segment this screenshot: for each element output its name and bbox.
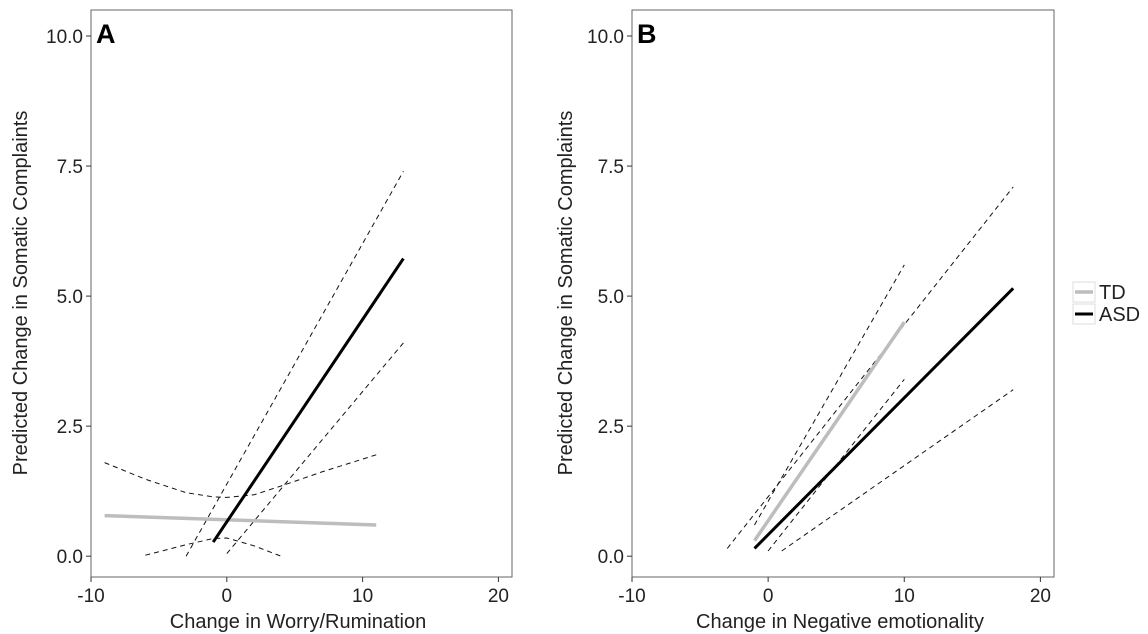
panel-b-y-tick-label: 10.0: [587, 27, 624, 48]
panel-b-y-tick-label: 2.5: [598, 417, 624, 438]
panel-b-y-tick-label: 0.0: [598, 547, 624, 568]
panel-b-confidence-band: [781, 389, 1014, 552]
panel-a-y-tick-label: 2.5: [57, 417, 83, 438]
panel-b-confidence-band: [726, 186, 1014, 549]
legend-label-asd: ASD: [1099, 304, 1140, 326]
panel-b-letter: B: [637, 19, 657, 49]
panel-b-x-tick-label: 0: [763, 586, 774, 607]
legend: TD ASD: [1072, 281, 1140, 326]
panel-a-y-tick-label: 7.5: [57, 157, 83, 178]
panel-a-plot-border: [90, 9, 513, 578]
panel-a-y-axis-title: Predicted Change in Somatic Complaints: [10, 111, 32, 476]
panel-b-y-tick-label: 7.5: [598, 157, 624, 178]
panel-b-series-td-line: [753, 321, 906, 542]
panel-a-x-tick-label: 10: [352, 586, 373, 607]
panel-b: B -10 0 10 20 0.0 2.5 5.0 7.5 10.0 Change in Neg…: [555, 9, 1055, 633]
panel-a-y-tick-label: 0.0: [57, 547, 83, 568]
panel-a-confidence-band: [185, 171, 404, 557]
legend-label-td: TD: [1099, 282, 1126, 304]
panel-a-x-tick-label: 0: [222, 586, 233, 607]
panel-a: A -10 0 10 20 0.0 2.5 5.0 7.5 10.0 Change in Wor…: [10, 9, 513, 633]
panel-b-x-axis-title: Change in Negative emotionality: [696, 611, 984, 633]
panel-a-x-tick-label: -10: [77, 586, 104, 607]
panel-a-confidence-band: [226, 342, 404, 554]
panel-b-y-tick-label: 5.0: [598, 287, 624, 308]
panel-b-x-tick-label: 20: [1030, 586, 1051, 607]
panel-a-x-tick-label: 20: [488, 586, 509, 607]
panel-b-x-tick-label: -10: [618, 586, 645, 607]
panel-a-series-asd-line: [211, 257, 405, 543]
panel-b-x-tick-label: 10: [894, 586, 915, 607]
panel-a-confidence-band: [145, 537, 282, 557]
panel-a-x-axis-title: Change in Worry/Rumination: [170, 611, 426, 633]
panel-a-confidence-band: [104, 454, 377, 498]
panel-b-y-axis-title: Predicted Change in Somatic Complaints: [555, 111, 577, 476]
panel-b-series-asd-line: [753, 287, 1015, 550]
panel-a-letter: A: [96, 19, 116, 49]
panel-b-plot-border: [631, 9, 1055, 578]
panel-a-y-tick-label: 10.0: [46, 27, 83, 48]
panel-a-series-td-line: [104, 513, 377, 527]
panel-b-confidence-band: [754, 264, 905, 526]
panel-a-y-tick-label: 5.0: [57, 287, 83, 308]
